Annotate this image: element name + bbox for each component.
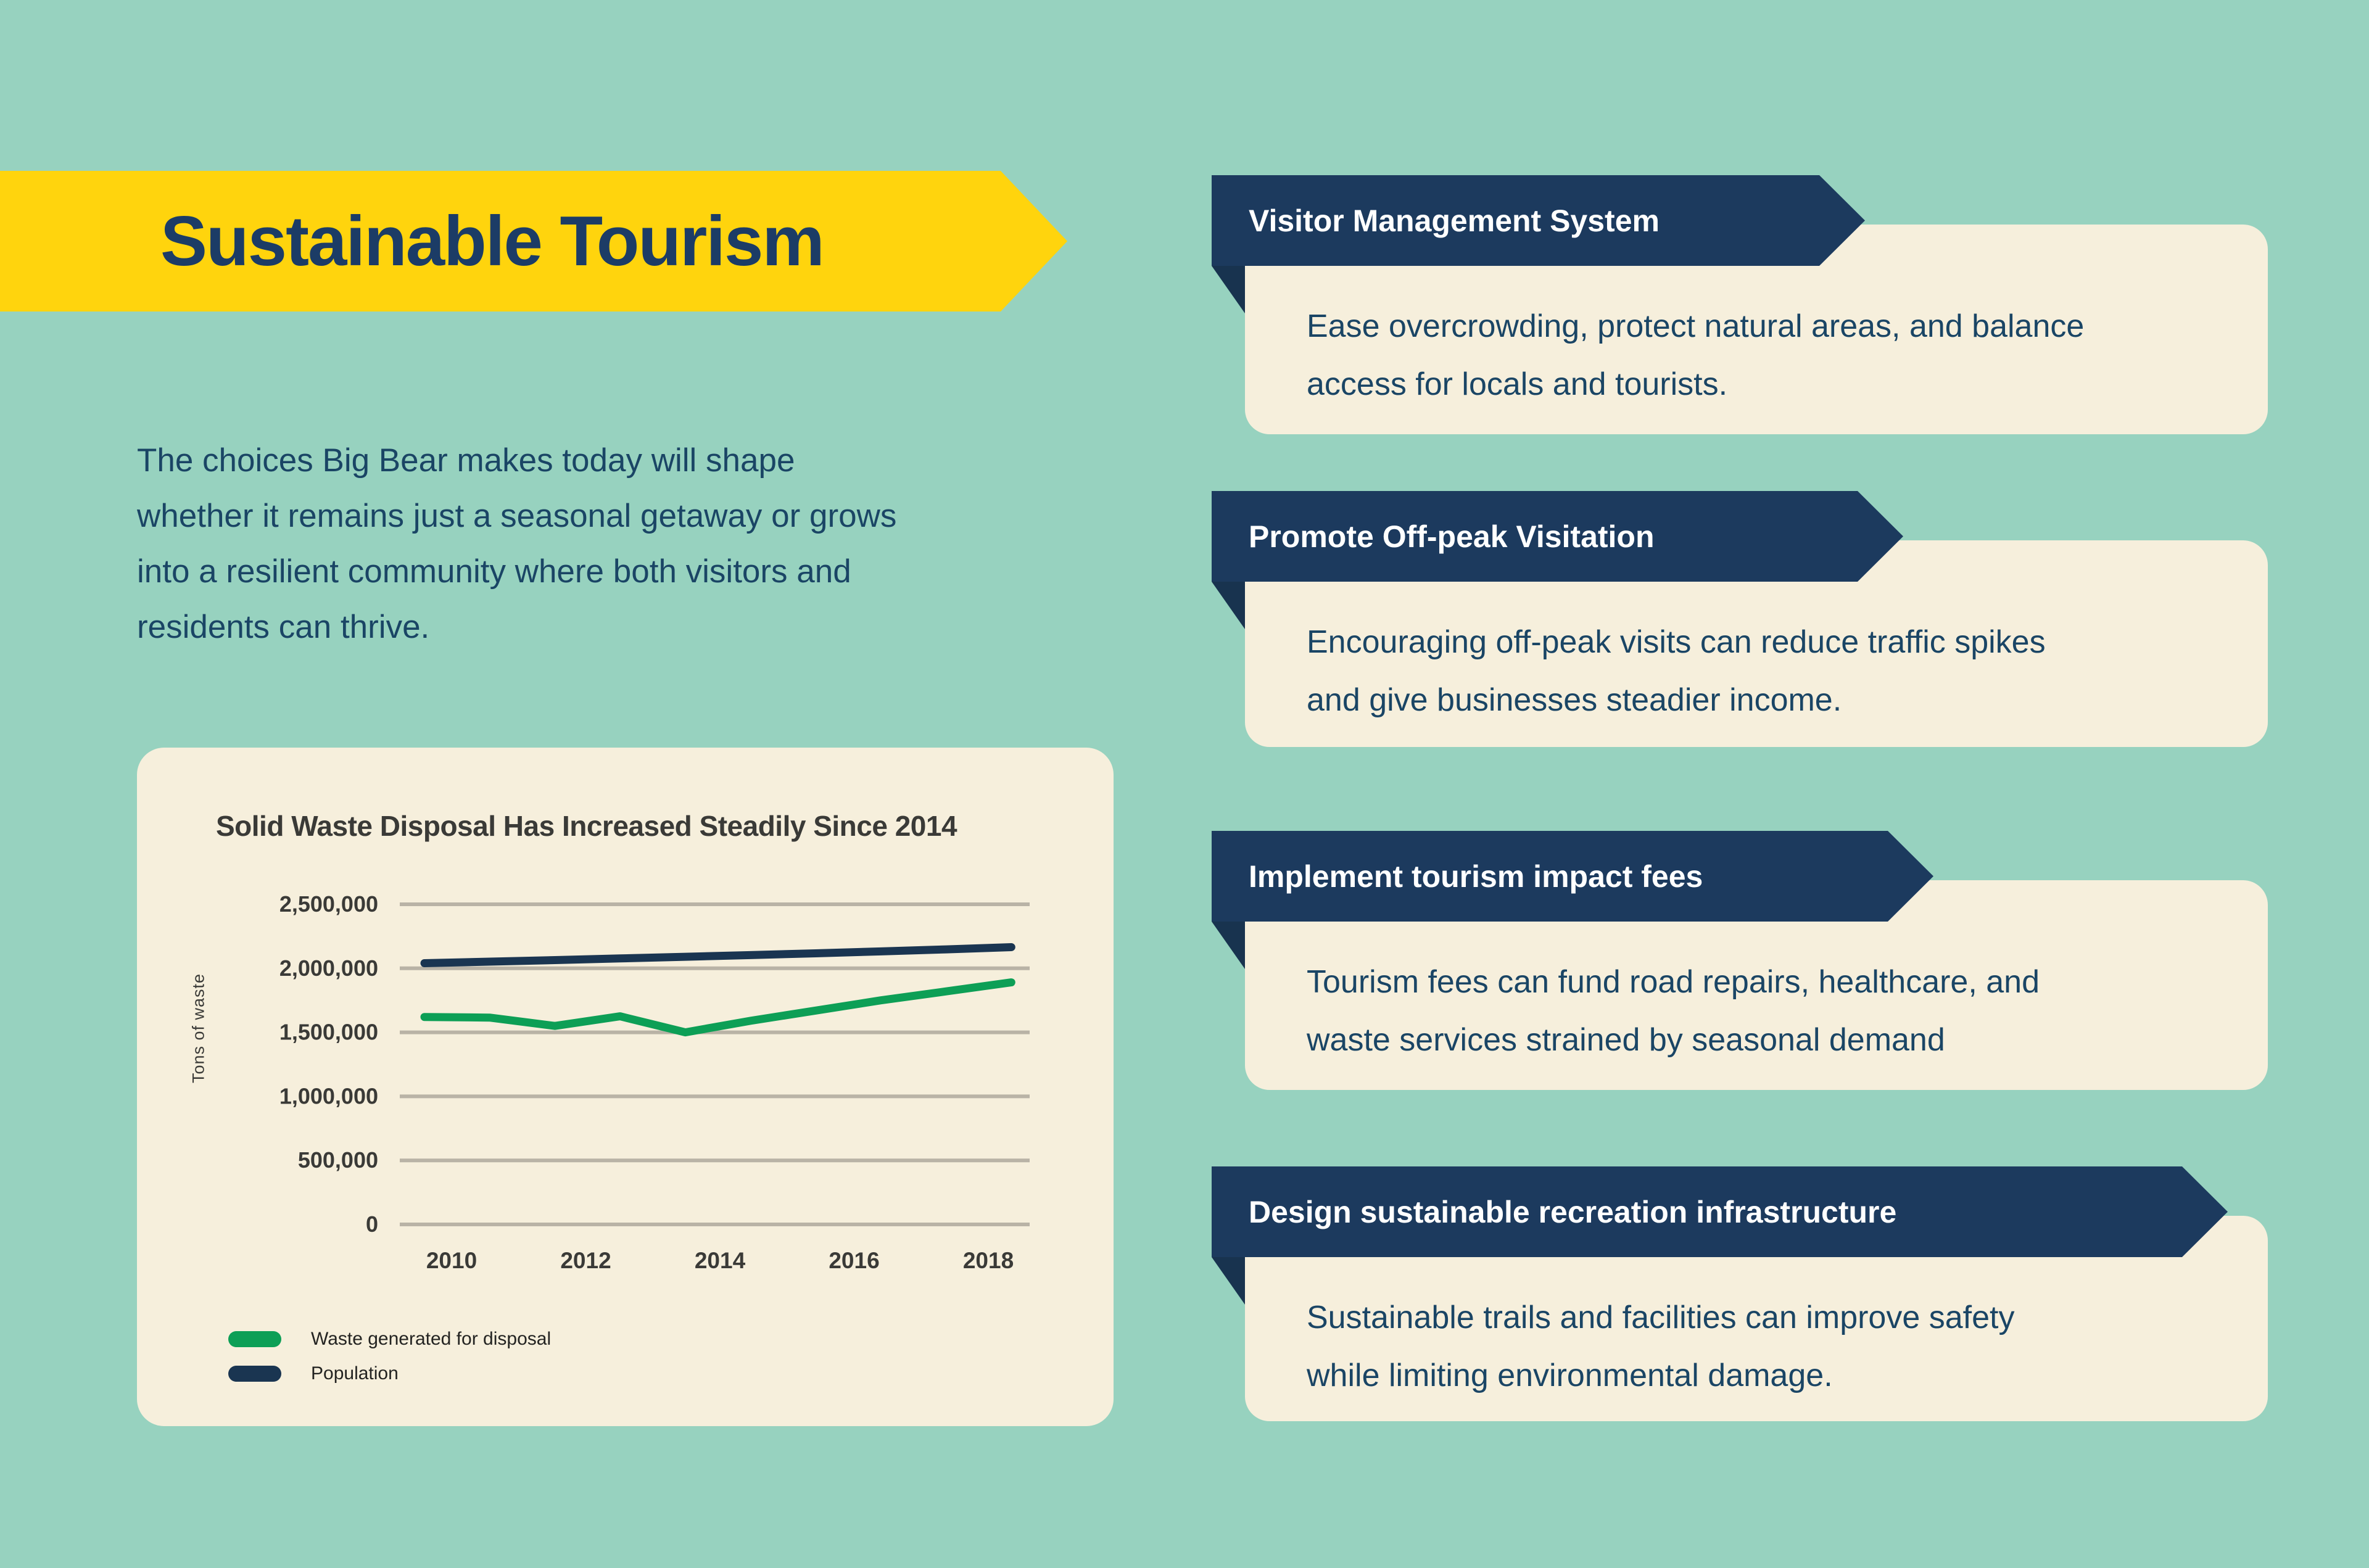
intro-line: whether it remains just a seasonal getaw… — [137, 498, 897, 534]
callout-visitor-management: Ease overcrowding, protect natural areas… — [1212, 175, 2268, 434]
y-tick-label: 500,000 — [298, 1147, 378, 1173]
y-tick-label: 2,000,000 — [279, 955, 378, 981]
callout-recreation-infrastructure: Sustainable trails and facilities can im… — [1212, 1166, 2268, 1421]
page-title: Sustainable Tourism — [160, 202, 824, 281]
legend-swatch-waste — [228, 1331, 281, 1347]
callout-title: Design sustainable recreation infrastruc… — [1249, 1194, 1897, 1229]
callout-text-line: access for locals and tourists. — [1307, 366, 1728, 402]
y-axis-label: Tons of waste — [189, 973, 208, 1084]
x-tick-label: 2016 — [829, 1248, 879, 1273]
ribbon-fold — [1212, 1257, 1245, 1305]
x-tick-label: 2010 — [426, 1248, 477, 1273]
callout-text-line: Encouraging off-peak visits can reduce t… — [1307, 624, 2046, 660]
legend-swatch-population — [228, 1366, 281, 1382]
legend-label: Population — [311, 1363, 399, 1384]
intro-paragraph: The choices Big Bear makes today will sh… — [137, 433, 896, 655]
callout-text-line: Sustainable trails and facilities can im… — [1307, 1300, 2015, 1335]
callout-ribbon: Visitor Management System — [1212, 175, 1865, 266]
callout-title: Promote Off-peak Visitation — [1249, 519, 1655, 554]
title-ribbon: Sustainable Tourism — [0, 171, 1067, 312]
intro-line: The choices Big Bear makes today will sh… — [137, 442, 795, 479]
callout-text-line: while limiting environmental damage. — [1307, 1358, 1833, 1393]
series-line-population — [420, 943, 1015, 967]
y-tick-label: 1,500,000 — [279, 1020, 378, 1045]
callout-text-line: Tourism fees can fund road repairs, heal… — [1307, 964, 2040, 1000]
callout-title: Visitor Management System — [1249, 203, 1660, 238]
legend-label: Waste generated for disposal — [311, 1329, 552, 1349]
ribbon-fold — [1212, 922, 1245, 969]
ribbon-fold — [1212, 266, 1245, 313]
x-tick-label: 2018 — [963, 1248, 1014, 1273]
callout-text-line: and give businesses steadier income. — [1307, 682, 1842, 718]
legend-item-population: Population — [228, 1363, 551, 1384]
callout-title: Implement tourism impact fees — [1249, 859, 1703, 894]
callout-ribbon: Implement tourism impact fees — [1212, 831, 1933, 922]
callout-ribbon: Promote Off-peak Visitation — [1212, 491, 1903, 582]
callout-off-peak-visitation: Encouraging off-peak visits can reduce t… — [1212, 491, 2268, 747]
y-tick-label: 0 — [366, 1211, 378, 1237]
intro-line: residents can thrive. — [137, 609, 430, 645]
callout-ribbon: Design sustainable recreation infrastruc… — [1212, 1166, 2228, 1257]
chart-title: Solid Waste Disposal Has Increased Stead… — [216, 810, 957, 842]
callout-impact-fees: Tourism fees can fund road repairs, heal… — [1212, 831, 2268, 1090]
waste-population-line-chart: 0 500,000 1,000,000 1,500,000 2,000,000 2,500… — [279, 891, 1030, 1273]
series-line-waste — [420, 978, 1015, 1037]
intro-line: into a resilient community where both vi… — [137, 553, 851, 590]
x-tick-label: 2012 — [560, 1248, 611, 1273]
callout-text-line: waste services strained by seasonal dema… — [1307, 1022, 1945, 1058]
x-tick-label: 2014 — [695, 1248, 746, 1273]
y-tick-label: 2,500,000 — [279, 891, 378, 917]
callout-text-line: Ease overcrowding, protect natural areas… — [1307, 308, 2085, 344]
chart-legend: Waste generated for disposal Population — [228, 1329, 551, 1384]
y-tick-label: 1,000,000 — [279, 1083, 378, 1108]
legend-item-waste: Waste generated for disposal — [228, 1329, 551, 1350]
ribbon-fold — [1212, 582, 1245, 629]
chart-card: Solid Waste Disposal Has Increased Stead… — [137, 748, 1114, 1426]
